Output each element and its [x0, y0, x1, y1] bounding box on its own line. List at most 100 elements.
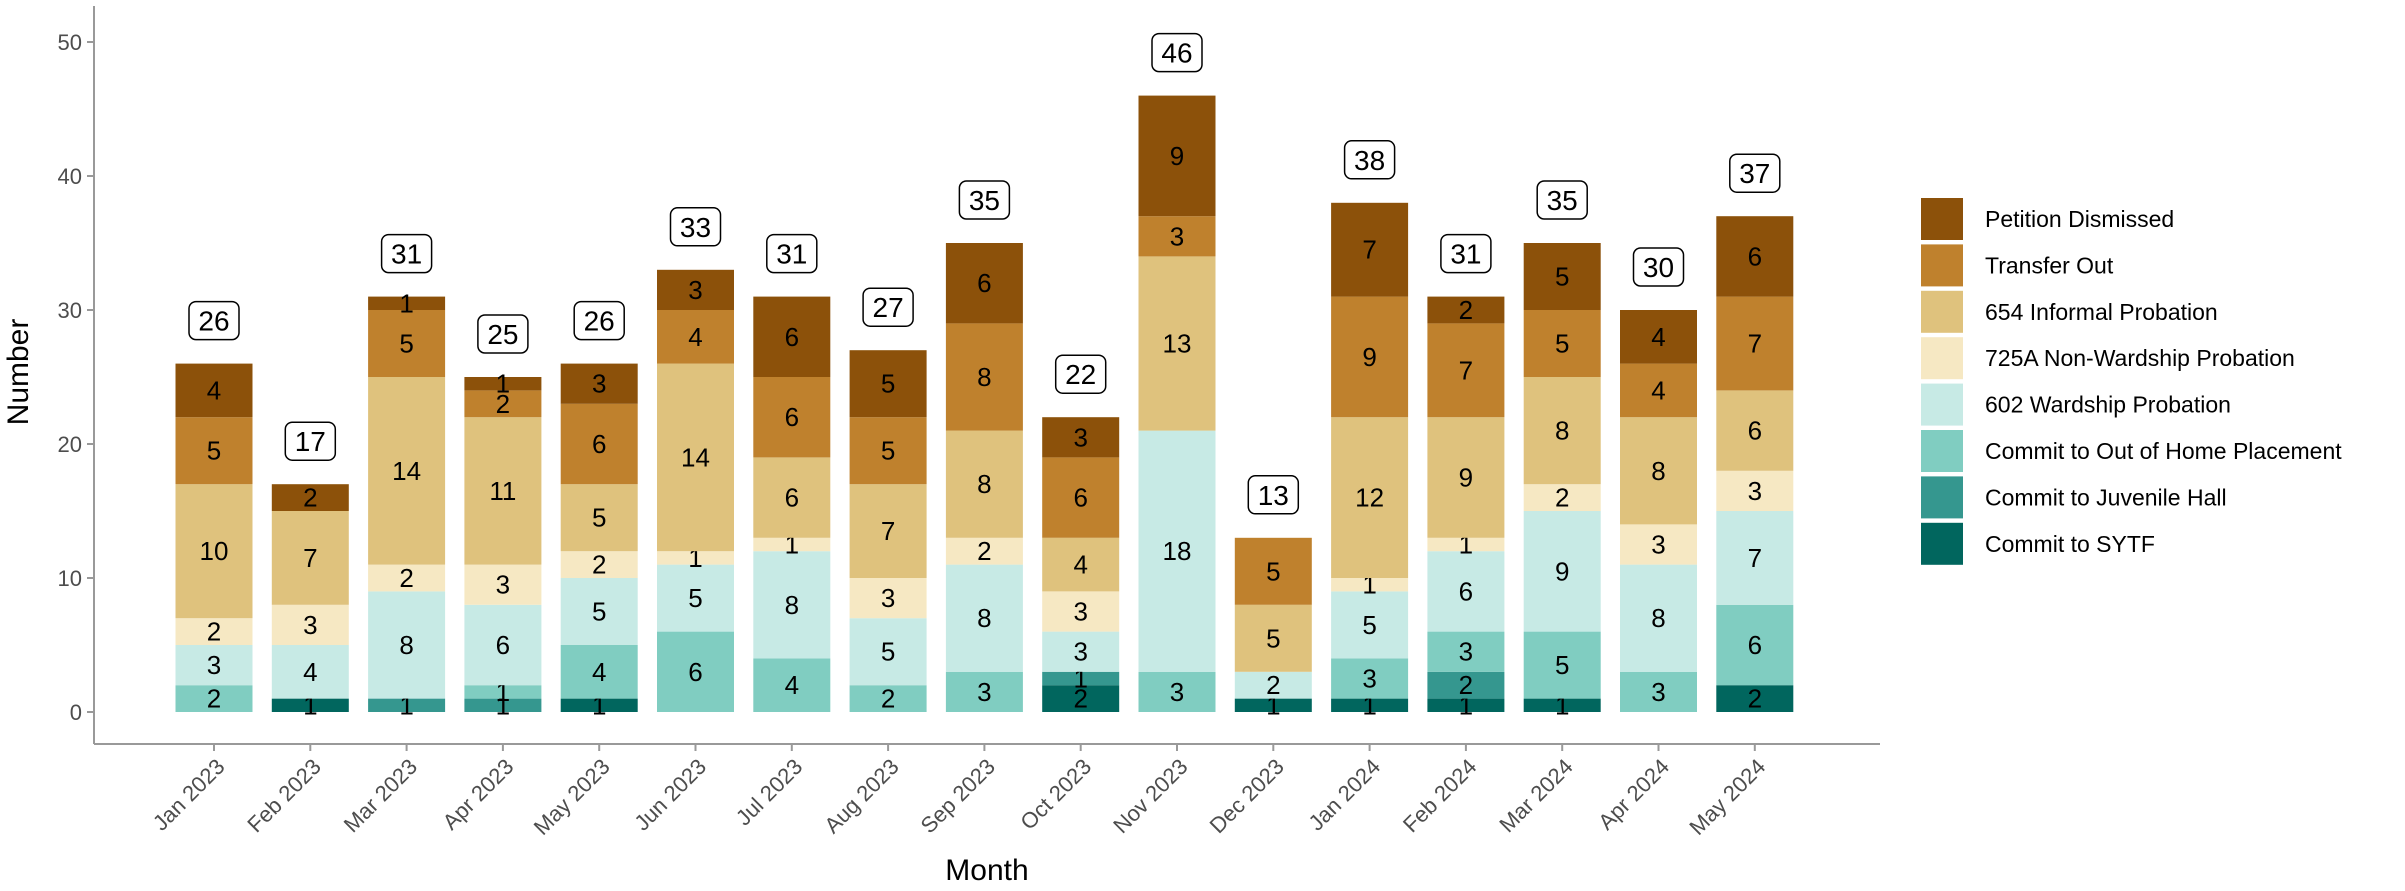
- bar-segment-725a-non-wardship-probation: [175, 618, 253, 645]
- x-tick-label: Aug 2023: [819, 754, 903, 838]
- y-tick-label: 40: [58, 164, 82, 189]
- segment-value-label: 8: [1555, 416, 1569, 446]
- x-tick-label: Mar 2023: [339, 754, 422, 837]
- x-tick-label: Mar 2024: [1494, 754, 1577, 837]
- segment-value-label: 2: [207, 684, 221, 714]
- bar-segment-602-wardship-probation: [1427, 551, 1505, 632]
- total-value-label: 35: [1547, 185, 1578, 216]
- legend-label: 654 Informal Probation: [1985, 299, 2218, 325]
- total-label-box: [766, 233, 818, 274]
- bar-segment-654-informal-probation: [175, 484, 253, 619]
- bar-segment-654-informal-probation: [368, 377, 446, 565]
- segment-value-label: 4: [1651, 375, 1665, 405]
- total-label-box: [380, 233, 433, 274]
- bar-segment-commit-to-sytf: [1523, 698, 1601, 712]
- bar-segment-602-wardship-probation: [175, 645, 253, 686]
- total-value-label: 46: [1161, 38, 1192, 69]
- bar-segment-725a-non-wardship-probation: [849, 578, 927, 619]
- legend-swatch: [1921, 383, 1963, 426]
- x-tick-label: Nov 2023: [1108, 754, 1192, 838]
- bar-segment-725a-non-wardship-probation: [1523, 484, 1601, 511]
- y-tick-label: 30: [58, 298, 82, 323]
- segment-value-label: 2: [1266, 670, 1280, 700]
- bar-segment-725a-non-wardship-probation: [1427, 537, 1505, 552]
- bar-segment-commit-to-out-of-home-placement: [1620, 671, 1697, 712]
- legend-label: Petition Dismissed: [1985, 206, 2174, 232]
- segment-value-label: 7: [1459, 355, 1473, 385]
- bar-segment-petition-dismissed: [1138, 95, 1216, 217]
- segment-value-label: 5: [592, 597, 606, 627]
- legend-item-petition-dismissed: Petition Dismissed: [1921, 198, 2174, 240]
- total-label-box: [669, 207, 722, 247]
- bar-segment-654-informal-probation: [657, 363, 734, 552]
- total-label-box: [188, 300, 240, 341]
- bar-segment-commit-to-juvenile-hall: [368, 698, 446, 712]
- bar-segment-commit-to-out-of-home-placement: [464, 685, 542, 699]
- bar-segment-602-wardship-probation: [1234, 671, 1312, 699]
- bar-segment-commit-to-sytf: [1427, 698, 1505, 712]
- segment-value-label: 9: [1362, 342, 1376, 372]
- total-value-label: 17: [295, 426, 326, 457]
- segment-value-label: 6: [1748, 416, 1762, 446]
- bar-segment-commit-to-out-of-home-placement: [657, 631, 734, 712]
- total-label-box: [284, 421, 337, 461]
- y-ticks: 0 10 20 30 40 50: [58, 30, 94, 725]
- segment-value-label: 5: [207, 436, 221, 466]
- y-tick-label: 20: [58, 432, 82, 457]
- x-tick-label: May 2024: [1684, 754, 1770, 840]
- legend: Petition Dismissed Transfer Out 654 Inform…: [1921, 198, 2342, 565]
- segment-value-label: 6: [785, 483, 799, 513]
- legend-swatch: [1921, 430, 1963, 472]
- segment-value-label: 7: [303, 543, 317, 573]
- segment-value-label: 5: [881, 369, 895, 399]
- segment-value-label: 3: [881, 583, 895, 613]
- bar-segment-petition-dismissed: [1331, 202, 1409, 297]
- bar-segment-commit-to-sytf: [560, 698, 638, 712]
- segment-value-label: 2: [977, 536, 991, 566]
- bar-segment-transfer-out: [1427, 323, 1505, 418]
- total-label-box: [1632, 247, 1685, 287]
- x-ticks: Jan 2023 Feb 2023 Mar 2023 Apr 2023 May 2023…: [148, 744, 1770, 840]
- total-value-label: 26: [198, 306, 229, 337]
- bar-segment-602-wardship-probation: [271, 645, 349, 699]
- segment-value-label: 4: [207, 375, 221, 405]
- bar-stack-nov-2023: 3 18 13 3 9 46: [1138, 32, 1216, 712]
- segment-value-label: 7: [1748, 543, 1762, 573]
- bar-segment-commit-to-sytf: [1331, 698, 1409, 712]
- bar-segment-602-wardship-probation: [945, 564, 1023, 672]
- bar-segment-transfer-out: [1042, 457, 1120, 538]
- segment-value-label: 5: [399, 329, 413, 359]
- bar-segment-transfer-out: [1331, 296, 1409, 418]
- legend-item-commit-to-out-of-home-placement: Commit to Out of Home Placement: [1921, 430, 2342, 472]
- total-value-label: 30: [1643, 252, 1674, 283]
- bar-segment-654-informal-probation: [560, 484, 638, 552]
- total-value-label: 33: [680, 212, 711, 243]
- bar-segment-petition-dismissed: [945, 243, 1023, 324]
- segment-value-label: 5: [592, 503, 606, 533]
- segment-value-label: 3: [1073, 422, 1087, 452]
- segment-value-label: 2: [207, 617, 221, 647]
- legend-item-725a-non-wardship-probation: 725A Non-Wardship Probation: [1921, 337, 2295, 380]
- x-axis-title: Month: [945, 854, 1028, 886]
- bar-segment-602-wardship-probation: [1331, 591, 1409, 659]
- segment-value-label: 3: [496, 570, 510, 600]
- segment-value-label: 10: [200, 536, 229, 566]
- segment-value-label: 8: [785, 590, 799, 620]
- total-value-label: 37: [1739, 158, 1770, 189]
- segment-value-label: 2: [1459, 670, 1473, 700]
- bar-segment-commit-to-out-of-home-placement: [945, 671, 1023, 712]
- bar-segment-commit-to-out-of-home-placement: [1427, 631, 1505, 672]
- segment-value-label: 6: [1459, 576, 1473, 606]
- segment-value-label: 4: [1651, 322, 1665, 352]
- bar-segment-commit-to-out-of-home-placement: [1138, 671, 1216, 712]
- bar-segment-602-wardship-probation: [464, 604, 542, 686]
- bar-segment-transfer-out: [753, 377, 831, 458]
- legend-label: 725A Non-Wardship Probation: [1985, 345, 2295, 371]
